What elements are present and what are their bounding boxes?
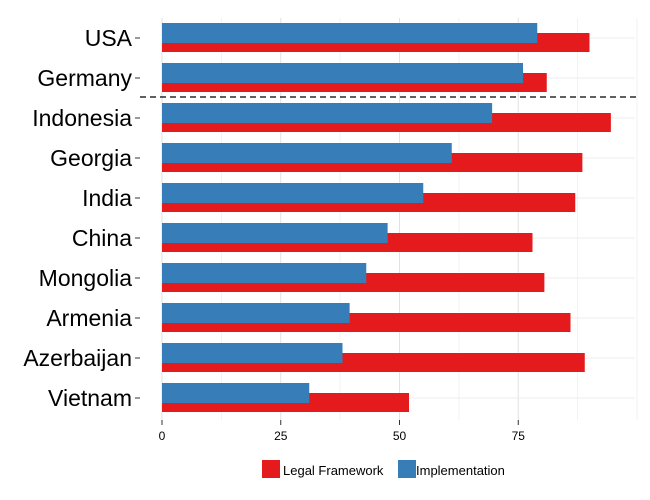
category-label: Mongolia [39,265,133,291]
bar-implementation [162,143,452,163]
category-label: Georgia [50,145,132,171]
category-label: China [72,225,132,251]
category-label: Armenia [46,305,132,331]
category-label: India [82,185,132,211]
x-tick-label: 75 [512,429,526,443]
x-tick-label: 50 [393,429,407,443]
bars [162,23,611,412]
legend-label: Legal Framework [283,463,384,478]
bar-implementation [162,63,523,83]
legend: Legal Framework Implementation [262,460,505,478]
bar-implementation [162,103,493,123]
bar-implementation [162,383,310,403]
legend-swatch [398,460,416,478]
bar-implementation [162,23,538,43]
legend-swatch [262,460,280,478]
category-label: Vietnam [48,385,132,411]
bar-implementation [162,303,350,323]
bar-implementation [162,223,388,243]
bar-implementation [162,343,343,363]
category-label: Germany [37,65,132,91]
category-label: USA [85,25,133,51]
x-axis: 0 25 50 75 [159,420,526,443]
category-axis: USA Germany Indonesia Georgia India China Mong… [23,25,140,411]
category-label: Azerbaijan [23,345,132,371]
bar-implementation [162,183,424,203]
bar-implementation [162,263,367,283]
legend-label: Implementation [416,463,505,478]
x-tick-label: 25 [274,429,288,443]
x-tick-label: 0 [159,429,166,443]
category-label: Indonesia [32,105,132,131]
